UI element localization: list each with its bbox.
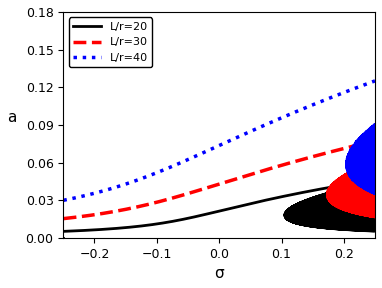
Y-axis label: a: a xyxy=(7,110,16,125)
Legend: L/r=20, L/r=30, L/r=40: L/r=20, L/r=30, L/r=40 xyxy=(69,18,152,67)
X-axis label: σ: σ xyxy=(214,266,224,281)
